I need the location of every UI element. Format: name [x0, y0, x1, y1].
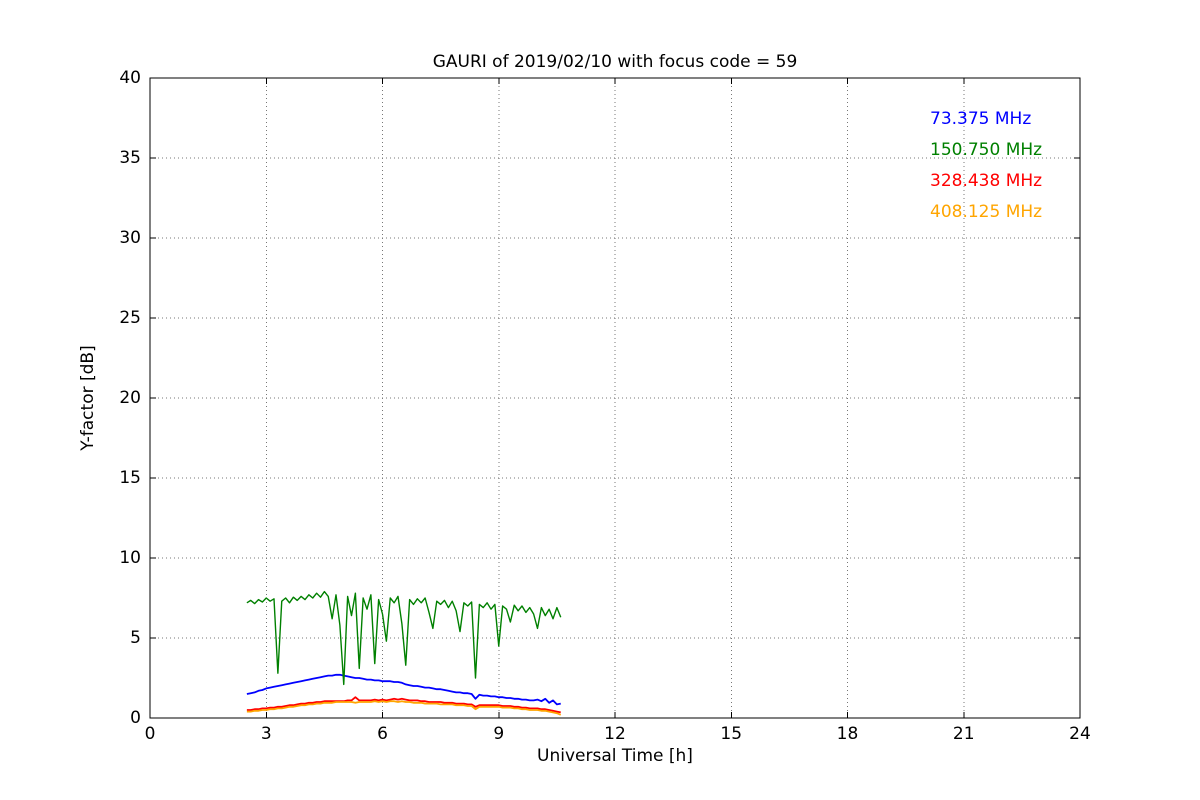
y-tick-label: 30	[119, 228, 141, 248]
legend-item-150mhz: 150.750 MHz	[930, 140, 1043, 160]
x-tick-label: 6	[377, 724, 388, 744]
legend-item-73mhz: 73.375 MHz	[930, 109, 1032, 129]
legend-item-328mhz: 328.438 MHz	[930, 171, 1043, 191]
legend-item-408mhz: 408.125 MHz	[930, 202, 1043, 222]
x-axis-label: Universal Time [h]	[537, 746, 693, 766]
x-tick-label: 24	[1069, 724, 1091, 744]
chart-title: GAURI of 2019/02/10 with focus code = 59	[432, 52, 798, 72]
x-tick-label: 9	[493, 724, 505, 744]
y-tick-label: 40	[119, 68, 141, 88]
x-tick-label: 3	[260, 724, 272, 744]
y-tick-label: 10	[119, 548, 141, 568]
y-tick-label: 5	[130, 628, 141, 648]
y-tick-label: 20	[119, 388, 141, 408]
y-axis-label: Y-factor [dB]	[78, 345, 98, 451]
x-tick-label: 15	[720, 724, 743, 744]
x-tick-label: 12	[604, 724, 626, 744]
x-tick-label: 0	[144, 724, 156, 744]
y-tick-label: 15	[119, 468, 141, 488]
x-tick-label: 18	[836, 724, 859, 744]
y-tick-label: 0	[130, 708, 141, 728]
y-tick-label: 25	[119, 308, 141, 328]
y-tick-label: 35	[119, 148, 141, 168]
legend: 73.375 MHz 150.750 MHz 328.438 MHz 408.1…	[930, 104, 1042, 228]
x-tick-label: 21	[952, 724, 975, 744]
